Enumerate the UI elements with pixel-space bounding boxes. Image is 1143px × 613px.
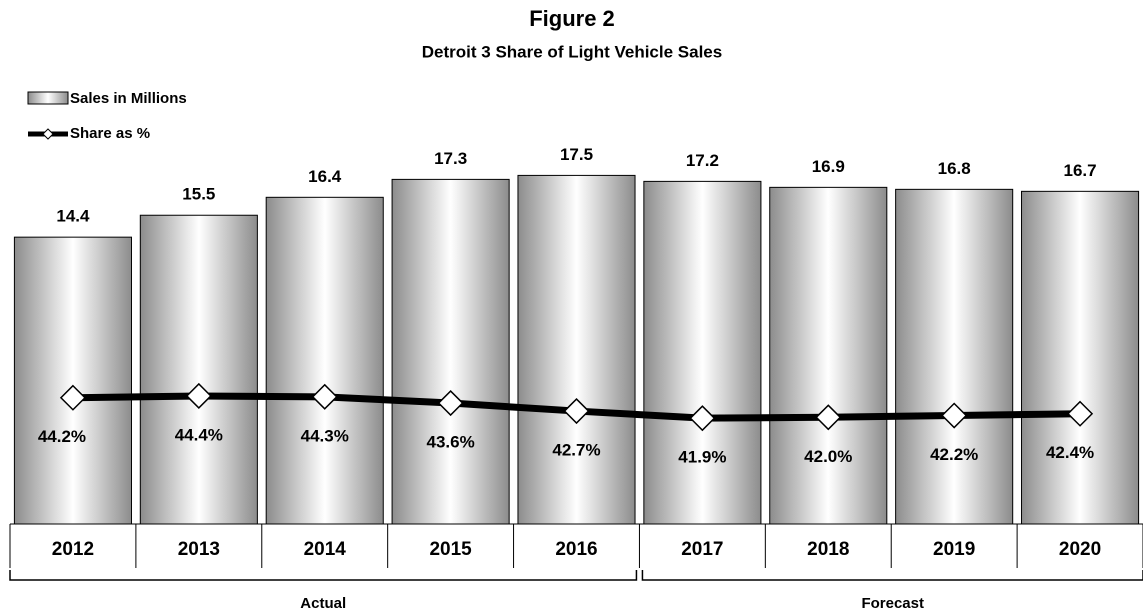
group-bracket <box>9 570 638 581</box>
x-tick-label: 2014 <box>304 539 347 560</box>
bar-value-label: 16.4 <box>308 167 342 186</box>
bar-value-label: 15.5 <box>182 185 215 204</box>
bar <box>391 178 510 525</box>
x-tick-label: 2012 <box>52 539 94 560</box>
legend-marker <box>42 128 54 140</box>
legend-label: Share as % <box>70 125 150 142</box>
bar <box>517 174 636 525</box>
share-value-label: 42.2% <box>930 445 978 464</box>
bar-value-label: 14.4 <box>56 207 90 226</box>
share-marker <box>437 389 464 417</box>
group-label: Forecast <box>861 595 924 612</box>
legend-label: Sales in Millions <box>70 90 187 107</box>
x-tick-label: 2017 <box>681 539 723 560</box>
bar <box>895 188 1014 525</box>
chart-subtitle: Detroit 3 Share of Light Vehicle Sales <box>422 42 722 61</box>
bar <box>1021 190 1140 525</box>
x-tick-label: 2018 <box>807 539 849 560</box>
share-value-label: 41.9% <box>678 448 726 467</box>
share-value-label: 44.2% <box>38 427 86 446</box>
share-value-label: 42.0% <box>804 447 852 466</box>
share-marker <box>1066 400 1094 427</box>
share-marker <box>185 382 212 410</box>
x-tick-label: 2013 <box>178 539 220 560</box>
share-marker <box>563 398 590 425</box>
share-value-label: 42.4% <box>1046 443 1094 462</box>
x-tick-label: 2016 <box>555 539 597 560</box>
share-marker <box>815 404 842 431</box>
bar-value-label: 16.7 <box>1064 161 1097 180</box>
bar-value-label: 16.8 <box>938 159 971 178</box>
share-value-label: 44.3% <box>301 426 349 445</box>
share-marker <box>689 405 716 432</box>
share-marker <box>311 383 338 410</box>
share-value-label: 43.6% <box>427 433 475 452</box>
share-marker <box>941 402 968 429</box>
bar-value-label: 17.5 <box>560 145 593 164</box>
bar-value-label: 16.9 <box>812 157 845 176</box>
chart-title: Figure 2 <box>529 6 615 31</box>
bar <box>139 214 258 525</box>
bar <box>769 186 888 525</box>
x-tick-label: 2019 <box>933 539 975 560</box>
bar <box>265 196 384 525</box>
group-bracket <box>641 570 1143 581</box>
bar-value-label: 17.2 <box>686 151 719 170</box>
group-label: Actual <box>300 595 346 612</box>
bar-value-label: 17.3 <box>434 149 467 168</box>
share-value-label: 44.4% <box>175 425 223 444</box>
bar <box>13 236 132 525</box>
share-value-label: 42.7% <box>552 441 600 460</box>
legend-swatch <box>27 91 69 105</box>
share-marker <box>59 384 87 411</box>
x-tick-label: 2015 <box>429 539 472 560</box>
x-tick-label: 2020 <box>1059 539 1101 560</box>
bar <box>643 180 762 525</box>
